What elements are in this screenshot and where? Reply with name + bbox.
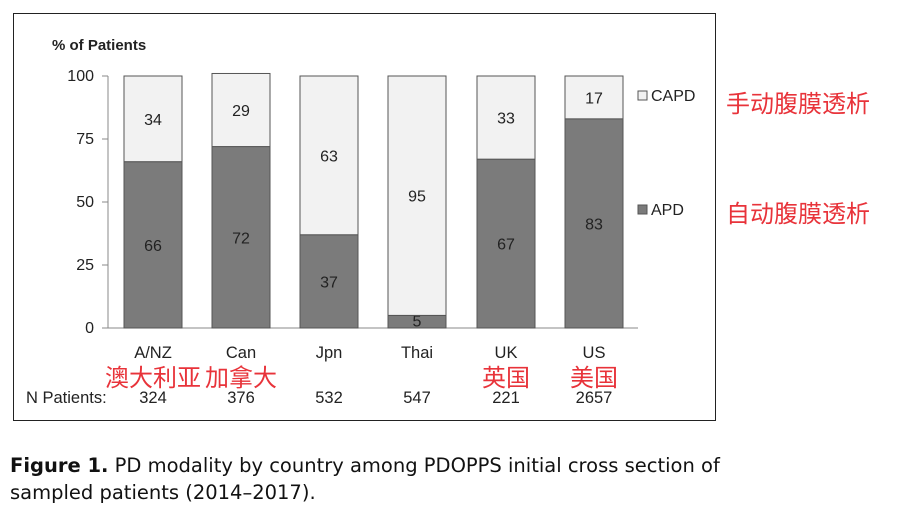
x-tick-label: US (583, 344, 606, 362)
data-label-apd: 66 (144, 238, 162, 255)
caption-label: Figure 1. (10, 454, 109, 477)
data-label-apd: 67 (497, 237, 515, 254)
apd-chinese-annotation: 自动腹膜透析 (726, 200, 870, 228)
data-label-apd: 72 (232, 230, 250, 247)
figure-frame (13, 13, 716, 421)
y-tick-label: 75 (76, 131, 94, 148)
bar-segment-capd (476, 75, 536, 160)
y-axis: 0 25 50 75 100 (67, 68, 638, 337)
y-tick-label: 50 (76, 194, 94, 211)
x-tick-label: A/NZ (134, 344, 172, 362)
bar-segment-apd (211, 146, 271, 329)
n-patients-value: 324 (139, 389, 167, 407)
legend-swatch-capd (637, 90, 648, 101)
bar-segment-capd (299, 75, 359, 236)
caption-text: PD modality by country among PDOPPS init… (10, 454, 720, 504)
data-label-apd: 37 (320, 274, 338, 291)
n-patients-value: 532 (315, 389, 343, 407)
x-tick-label: Can (226, 344, 256, 362)
n-patients-value: 547 (403, 389, 431, 407)
n-patients-value: 2657 (576, 389, 613, 407)
capd-chinese-annotation: 手动腹膜透析 (726, 90, 870, 118)
data-label-capd: 95 (408, 189, 426, 206)
x-tick-label: Thai (401, 344, 433, 362)
n-patients-label: N Patients: (26, 389, 107, 407)
x-tick-label: Jpn (316, 344, 343, 362)
legend-swatch-apd (637, 204, 648, 215)
bar-segment-capd (564, 75, 624, 120)
y-axis-label: % of Patients (52, 37, 146, 54)
bar-segment-capd (123, 75, 183, 163)
bar-segment-apd (476, 158, 536, 329)
n-patients-value: 376 (227, 389, 255, 407)
data-label-capd: 29 (232, 103, 250, 120)
data-label-capd: 17 (585, 90, 603, 107)
country-chinese-label: 英国 (482, 364, 530, 392)
x-axis: A/NZ Can Jpn Thai UK US (134, 344, 605, 362)
n-patients-row: 324 376 532 547 221 2657 (139, 389, 612, 407)
country-chinese-label: 澳大利亚 (105, 364, 201, 392)
bar-segment-apd (564, 118, 624, 329)
data-label-apd: 5 (413, 313, 422, 330)
data-label-apd: 83 (585, 216, 603, 233)
data-label-capd: 34 (144, 112, 162, 129)
n-patients-value: 221 (492, 389, 520, 407)
figure-caption: Figure 1. PD modality by country among P… (10, 452, 730, 506)
y-tick-label: 100 (67, 68, 94, 85)
data-label-capd: 63 (320, 148, 338, 165)
bar-segment-apd (123, 161, 183, 329)
legend-label-capd: CAPD (651, 88, 695, 105)
y-tick-label: 0 (85, 320, 94, 337)
legend: CAPD APD (637, 88, 695, 219)
country-chinese-label: 加拿大 (205, 364, 277, 392)
country-chinese-label: 美国 (570, 364, 618, 392)
legend-label-apd: APD (651, 202, 684, 219)
y-tick-label: 25 (76, 257, 94, 274)
bar-segment-capd (387, 75, 447, 316)
bars: 66 34 72 29 37 63 5 95 67 33 83 17 (123, 72, 624, 330)
bar-segment-capd (211, 72, 271, 148)
stacked-bar-chart: % of Patients 0 25 50 75 100 66 34 72 29 37 63 5 95… (26, 37, 695, 407)
x-tick-label: UK (495, 344, 518, 362)
data-label-capd: 33 (497, 111, 515, 128)
